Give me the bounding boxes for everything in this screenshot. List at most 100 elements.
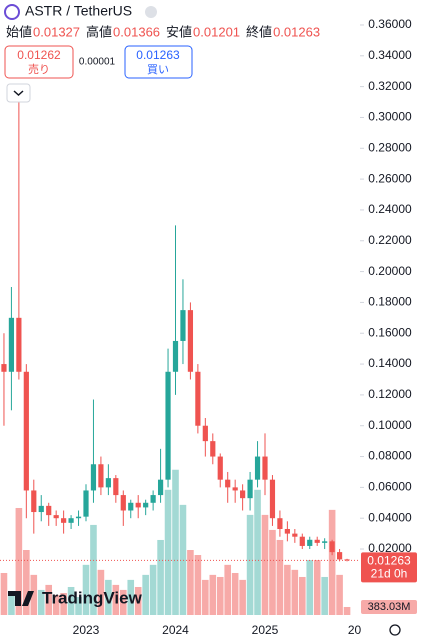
ohlc-value: 0.01366 bbox=[113, 24, 160, 39]
y-tick-label: 0.24000 bbox=[368, 202, 412, 216]
candle-body bbox=[299, 536, 305, 546]
plot-area bbox=[0, 102, 360, 615]
spread: 0.00001 bbox=[79, 57, 116, 68]
y-tick-label: 0.10000 bbox=[368, 418, 412, 432]
candle-body bbox=[120, 495, 126, 511]
settings-icon[interactable] bbox=[389, 624, 401, 636]
sell-label: 売り bbox=[28, 63, 50, 76]
volume-bar bbox=[231, 572, 239, 615]
volume-bar bbox=[119, 589, 127, 615]
sell-button[interactable] bbox=[4, 45, 74, 79]
last-price-label: 0.01263 bbox=[367, 554, 411, 568]
ohlc-label: 安値 bbox=[166, 24, 192, 39]
volume-bar bbox=[306, 560, 314, 615]
candle-body bbox=[31, 490, 37, 513]
candle-body bbox=[38, 505, 44, 513]
volume-bar bbox=[67, 586, 75, 615]
candle-body bbox=[307, 539, 313, 546]
volume-label-box bbox=[361, 599, 417, 614]
tv-logo-mark bbox=[8, 591, 34, 606]
candle-body bbox=[195, 371, 201, 426]
volume-bar bbox=[224, 564, 232, 615]
volume-bar bbox=[30, 574, 38, 615]
buy-label: 買い bbox=[147, 63, 169, 76]
volume-bar bbox=[284, 564, 291, 615]
collapse-button[interactable] bbox=[6, 83, 31, 103]
volume-bar bbox=[157, 539, 164, 615]
volume-bar bbox=[105, 579, 112, 615]
candle-body bbox=[232, 487, 238, 491]
volume-label: 383.03M bbox=[368, 601, 411, 613]
buy-price: 0.01263 bbox=[136, 48, 180, 62]
candle-body bbox=[344, 559, 350, 561]
volume-bar bbox=[239, 579, 246, 615]
candle-body bbox=[187, 310, 194, 372]
ohlc-label: 終値 bbox=[246, 24, 272, 39]
volume-bar bbox=[202, 579, 209, 615]
candle-body bbox=[53, 515, 59, 519]
volume-bar bbox=[8, 594, 15, 615]
candle-body bbox=[128, 502, 134, 511]
volume-bar bbox=[269, 529, 276, 615]
volume-bar bbox=[194, 555, 202, 615]
candle-body bbox=[75, 516, 82, 519]
x-tick-label: 2023 bbox=[73, 623, 100, 637]
volume-bar bbox=[45, 584, 53, 615]
volume-bar bbox=[75, 597, 82, 615]
volume-bar bbox=[187, 550, 194, 615]
market-status bbox=[145, 6, 157, 18]
volume-bar bbox=[60, 593, 67, 615]
buy-button[interactable] bbox=[124, 45, 193, 79]
candle-body bbox=[165, 371, 171, 480]
volume-bar bbox=[37, 589, 45, 615]
volume-bar bbox=[82, 564, 90, 615]
volume-bar bbox=[298, 576, 306, 615]
volume-bar bbox=[261, 514, 269, 615]
ohlc-label: 高値 bbox=[86, 24, 112, 39]
candle-body bbox=[90, 464, 97, 491]
y-tick-label: 0.02000 bbox=[368, 541, 412, 555]
candle-body bbox=[172, 340, 179, 372]
x-tick-label: 2024 bbox=[162, 623, 189, 637]
coin-icon bbox=[4, 4, 20, 20]
volume-bar bbox=[209, 574, 217, 615]
candle-body bbox=[254, 456, 261, 480]
y-tick-label: 0.06000 bbox=[368, 480, 412, 494]
price-axis: 0.02000 0.04000 0.06000 0.08000 0.10000 0.120… bbox=[360, 17, 417, 614]
volume-bar bbox=[112, 584, 120, 615]
candle-body bbox=[68, 518, 74, 523]
candle-body bbox=[113, 478, 119, 496]
y-tick-label: 0.20000 bbox=[368, 264, 412, 278]
candle-body bbox=[157, 479, 164, 496]
volume-bar bbox=[343, 606, 351, 615]
volume-bar bbox=[134, 586, 142, 615]
volume-bar bbox=[246, 514, 254, 615]
y-tick-label: 0.22000 bbox=[368, 233, 412, 247]
volume-bar bbox=[172, 469, 179, 615]
x-tick-label: 20 bbox=[348, 623, 362, 637]
volume-bar bbox=[336, 574, 343, 615]
candle-body bbox=[336, 552, 343, 560]
volume-bar bbox=[127, 579, 135, 615]
y-tick-label: 0.26000 bbox=[368, 171, 412, 185]
last-price-box bbox=[361, 552, 417, 583]
candle-body bbox=[322, 541, 328, 543]
candle-body bbox=[225, 479, 231, 488]
volume-bar bbox=[97, 569, 105, 615]
candle-body bbox=[210, 441, 216, 457]
candle-body bbox=[292, 533, 298, 537]
y-tick-label: 0.08000 bbox=[368, 449, 412, 463]
candle-body bbox=[314, 539, 320, 543]
candle-body bbox=[23, 371, 29, 491]
y-tick-label: 0.12000 bbox=[368, 387, 412, 401]
y-tick-label: 0.14000 bbox=[368, 356, 412, 370]
y-tick-label: 0.30000 bbox=[368, 110, 412, 124]
candle-body bbox=[202, 425, 208, 442]
ohlc-value: 0.01263 bbox=[273, 24, 320, 39]
candle-body bbox=[8, 317, 15, 372]
y-tick-label: 0.36000 bbox=[368, 17, 412, 31]
volume-bar bbox=[15, 507, 23, 615]
countdown: 21d 0h bbox=[371, 567, 408, 581]
candle-body bbox=[105, 478, 111, 488]
